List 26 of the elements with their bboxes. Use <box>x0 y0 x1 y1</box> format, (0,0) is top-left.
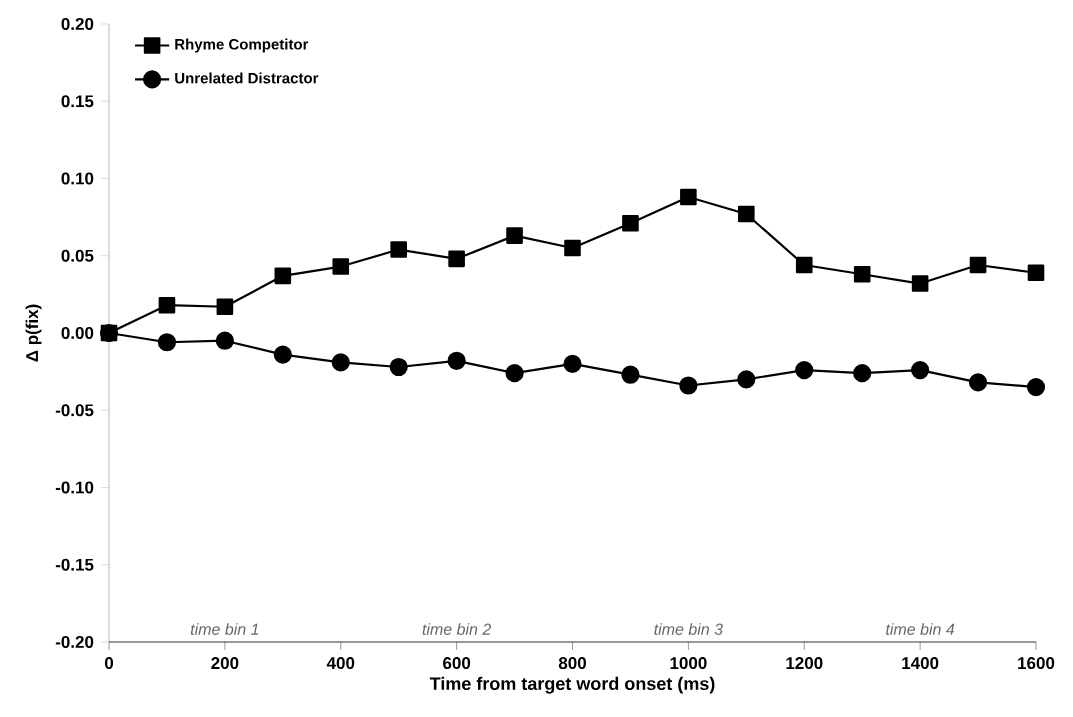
x-tick-label: 0 <box>104 657 114 670</box>
x-tick-label: 1600 <box>1018 657 1055 670</box>
x-tick-label: 800 <box>558 657 586 670</box>
x-tick-label: 1200 <box>786 657 823 670</box>
y-tick-label: -0.05 <box>55 404 94 417</box>
annotation: time bin 4 <box>886 623 955 635</box>
y-tick-label: 0.15 <box>61 95 94 108</box>
y-tick-label: 0.05 <box>61 249 94 262</box>
y-tick-label: 0.00 <box>61 326 94 339</box>
x-tick-label: 600 <box>443 657 471 670</box>
legend-label: Unrelated Distractor <box>175 72 319 84</box>
y-axis-title: Δ p(fix) <box>25 304 42 362</box>
annotation: time bin 1 <box>190 623 259 635</box>
x-tick-label: 1000 <box>670 657 707 670</box>
y-tick-label: -0.20 <box>55 635 94 648</box>
x-tick-label: 1400 <box>902 657 939 670</box>
annotation: time bin 2 <box>422 623 492 635</box>
y-tick-label: -0.15 <box>55 558 94 571</box>
y-tick-label: 0.20 <box>61 17 94 31</box>
x-tick-label: 200 <box>211 657 239 670</box>
legend-label: Rhyme Competitor <box>175 38 309 53</box>
y-tick-label: -0.10 <box>55 481 94 494</box>
x-axis-title: Time from target word onset (ms) <box>429 676 715 694</box>
x-tick-label: 400 <box>326 657 355 670</box>
annotation: time bin 3 <box>654 623 723 635</box>
y-tick-label: 0.10 <box>61 172 94 185</box>
